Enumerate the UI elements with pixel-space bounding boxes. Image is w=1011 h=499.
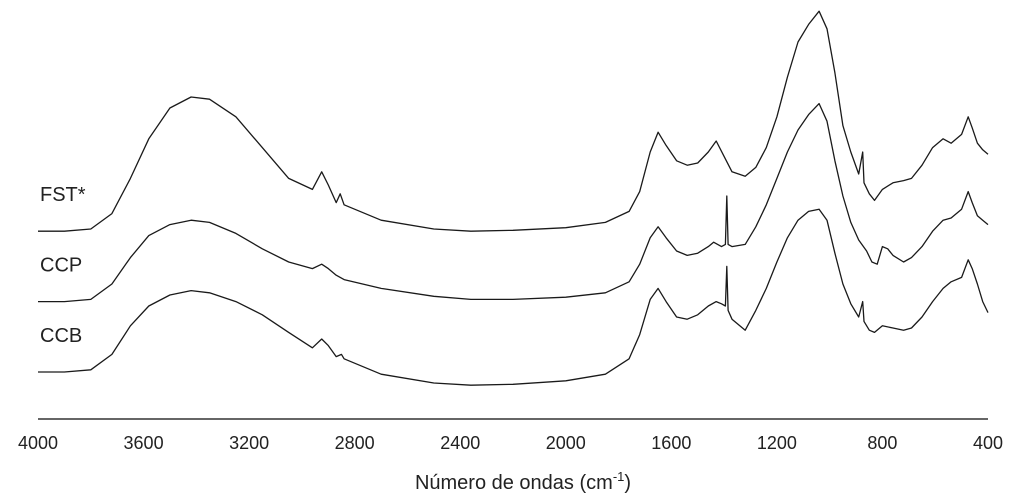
x-tick-label: 3600	[124, 433, 164, 453]
x-axis-title-suffix: )	[624, 472, 631, 494]
x-axis-title-superscript: -1	[613, 469, 625, 484]
x-tick-labels: 4000 3600 3200 2800 2400 2000 1600 1200 800 400	[18, 433, 1003, 453]
series-line-ccb	[38, 208, 989, 386]
x-tick-label: 3200	[229, 433, 269, 453]
x-tick-label: 2800	[335, 433, 375, 453]
x-tick-label: 4000	[18, 433, 58, 453]
x-tick-label: 1200	[757, 433, 797, 453]
x-tick-label: 2000	[546, 433, 586, 453]
spectrum-lines	[38, 10, 989, 386]
x-tick-label: 2400	[440, 433, 480, 453]
x-tick-label: 800	[867, 433, 897, 453]
series-label: CCP	[40, 255, 82, 277]
series-line-fst	[38, 10, 989, 232]
x-axis-title-main: Número de ondas (cm	[415, 472, 613, 494]
x-tick-label: 400	[973, 433, 1003, 453]
series-line-ccp	[38, 102, 989, 303]
series-labels: FST* CCP CCB	[40, 184, 86, 347]
series-label: FST*	[40, 184, 86, 206]
x-axis-title: Número de ondas (cm-1)	[415, 469, 631, 494]
series-label: CCB	[40, 325, 82, 347]
x-tick-label: 1600	[651, 433, 691, 453]
